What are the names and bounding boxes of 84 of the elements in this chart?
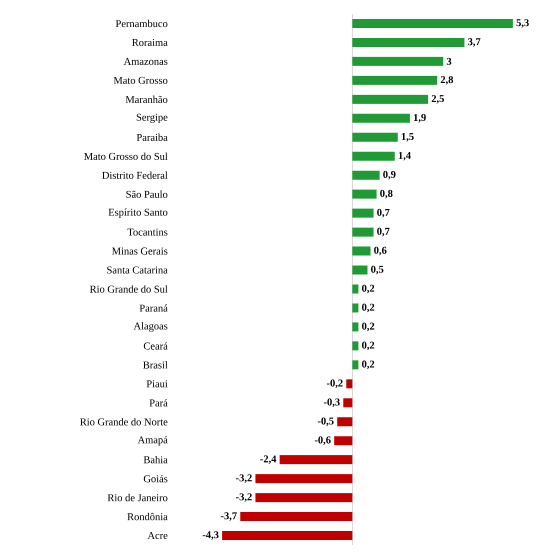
data-label: 0,2: [362, 342, 374, 350]
bar: [352, 228, 374, 237]
bar: [255, 474, 352, 484]
bar: [352, 190, 377, 199]
data-label: 2,5: [432, 95, 444, 104]
data-label: -3,2: [236, 474, 252, 483]
y-tick-label: Minas Gerais: [112, 248, 168, 255]
data-label: 3: [446, 58, 452, 65]
y-tick-label: Mato Grosso: [114, 76, 168, 84]
y-tick-label: Santa Catarina: [107, 266, 168, 274]
data-label: 0,2: [362, 322, 374, 332]
y-tick-label: Rio Grande do Norte: [80, 418, 168, 426]
y-tick-label: Espírito Santo: [108, 208, 168, 218]
bar: [352, 360, 358, 370]
bar: [352, 114, 410, 123]
y-tick-label: Rio de Janeiro: [108, 494, 168, 502]
bar: [352, 18, 513, 28]
y-tick-label: Goiás: [144, 474, 168, 482]
bar: [346, 379, 352, 388]
y-tick-label: Amazonas: [124, 58, 168, 65]
data-label: -0,2: [326, 380, 343, 388]
bar: [352, 56, 444, 66]
data-label: -0,6: [314, 436, 331, 445]
data-label: 0,9: [383, 170, 396, 180]
data-label: 5,3: [516, 19, 529, 28]
y-tick-label: Pará: [150, 399, 168, 406]
bar: [280, 455, 352, 464]
bar: [352, 132, 398, 142]
y-tick-label: Paraná: [140, 304, 168, 312]
data-label: 1,5: [402, 133, 414, 142]
y-tick-label: Distrito Federal: [102, 172, 168, 179]
bar: [240, 512, 352, 522]
data-label: 3,7: [468, 38, 480, 47]
y-tick-label: Sergipe: [136, 114, 168, 123]
y-tick-label: Rondônia: [127, 512, 168, 520]
data-label: 1,4: [398, 152, 411, 161]
bar: [334, 436, 352, 446]
y-tick-label: Alagoas: [134, 322, 168, 332]
bar: [352, 266, 368, 275]
y-tick-label: Mato Grosso do Sul: [84, 152, 168, 160]
data-label: -4,3: [202, 531, 219, 540]
bar: [352, 208, 374, 218]
y-tick-label: Ceará: [144, 342, 168, 350]
data-label: -2,4: [260, 455, 276, 464]
data-label: 1,9: [414, 114, 426, 123]
bar: [352, 341, 358, 350]
y-tick-label: Tocantins: [127, 228, 168, 236]
y-tick-label: Bahia: [144, 456, 168, 464]
bar: [352, 94, 428, 104]
y-tick-label: Piaui: [146, 380, 168, 388]
bar: [352, 284, 358, 294]
bar: [352, 322, 358, 332]
y-tick-label: Acre: [148, 532, 168, 540]
bar: [352, 38, 464, 47]
y-tick-label: Roraima: [132, 38, 168, 46]
bar: [352, 170, 380, 180]
bar: [352, 76, 438, 85]
bar: [337, 417, 352, 426]
bar: [255, 493, 352, 502]
y-tick-label: Rio Grande do Sul: [90, 285, 168, 293]
data-label: -3,2: [236, 493, 252, 502]
bar: [343, 398, 352, 408]
bar: [352, 303, 358, 312]
data-label: 0,8: [380, 190, 393, 198]
data-label: 0,7: [377, 208, 390, 218]
data-label: 0,7: [377, 228, 390, 236]
data-label: -0,3: [324, 398, 340, 408]
bar: [352, 152, 395, 161]
y-tick-label: Amapá: [138, 436, 168, 446]
y-tick-label: Brasil: [143, 361, 168, 369]
data-label: -0,5: [318, 417, 334, 426]
data-label: 0,6: [374, 246, 386, 256]
data-label: 0,2: [362, 284, 374, 294]
data-label: 0,2: [362, 360, 374, 370]
bar: [222, 531, 352, 540]
bar: [352, 246, 371, 256]
y-tick-label: Pernambuco: [116, 20, 168, 28]
data-label: 2,8: [440, 76, 454, 85]
y-tick-label: Maranhão: [126, 96, 168, 104]
y-tick-label: São Paulo: [126, 190, 168, 198]
data-label: 0,5: [371, 266, 384, 274]
data-label: -3,7: [220, 512, 237, 521]
data-label: 0,2: [362, 304, 374, 312]
y-tick-label: Paraiba: [136, 134, 168, 141]
